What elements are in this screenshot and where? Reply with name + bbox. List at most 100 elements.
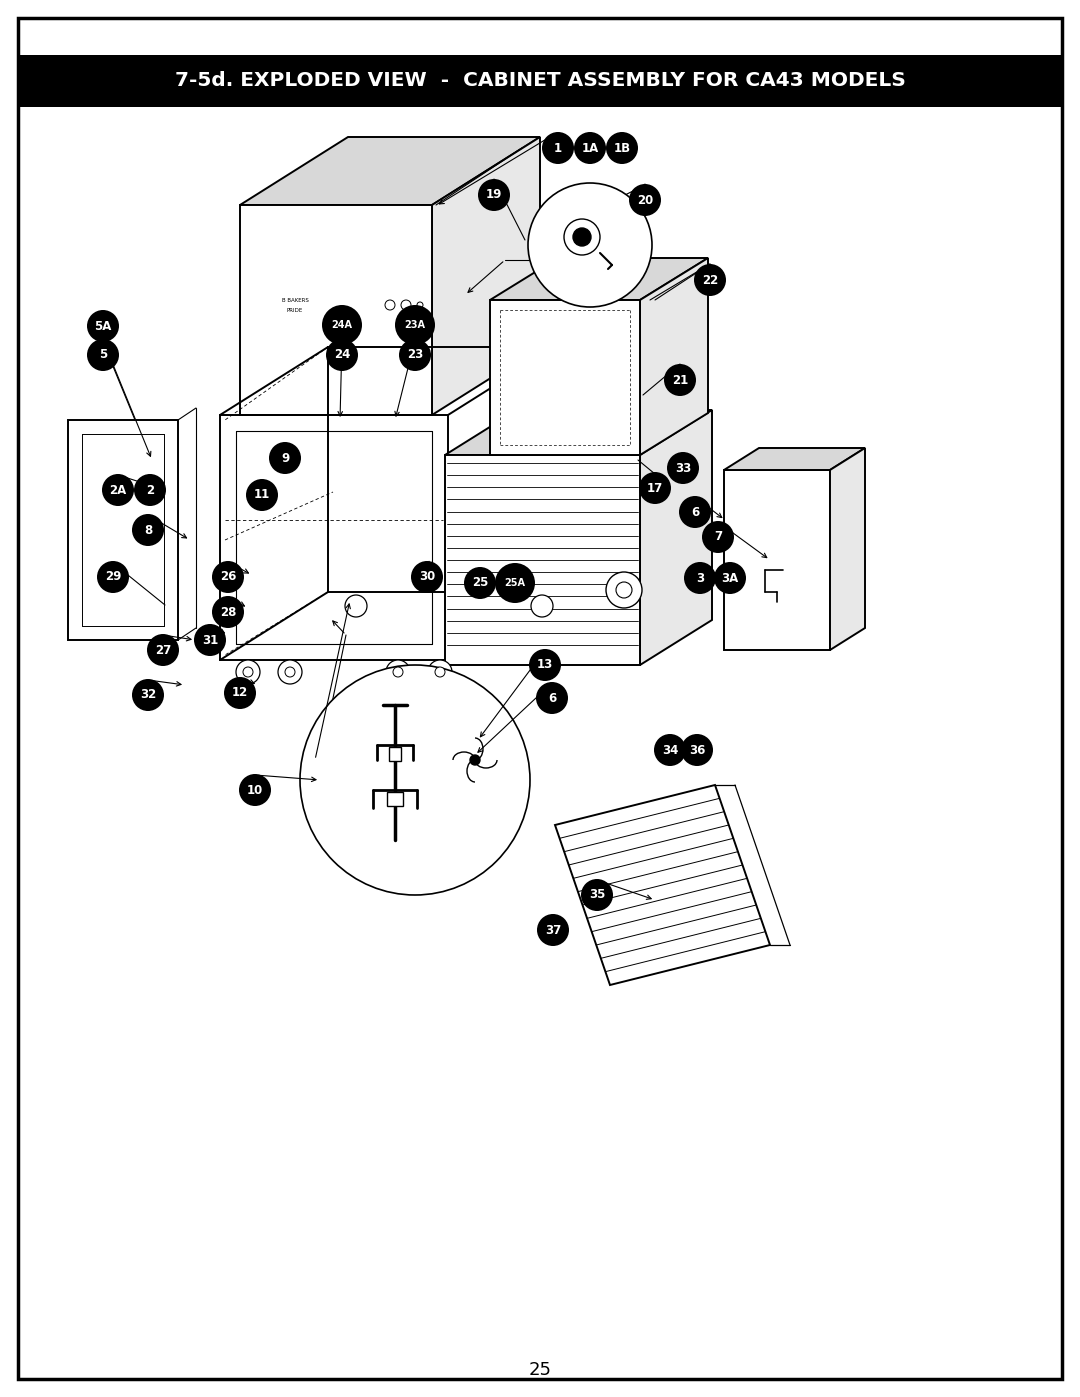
Circle shape bbox=[679, 496, 711, 528]
Text: 3: 3 bbox=[696, 571, 704, 584]
Circle shape bbox=[694, 264, 726, 296]
Text: 6: 6 bbox=[691, 506, 699, 518]
Text: 31: 31 bbox=[202, 633, 218, 647]
Circle shape bbox=[285, 666, 295, 678]
Text: 7-5d. EXPLODED VIEW  -  CABINET ASSEMBLY FOR CA43 MODELS: 7-5d. EXPLODED VIEW - CABINET ASSEMBLY F… bbox=[175, 71, 905, 91]
Circle shape bbox=[147, 634, 179, 666]
Circle shape bbox=[269, 441, 301, 474]
Text: 35: 35 bbox=[589, 888, 605, 901]
Circle shape bbox=[581, 879, 613, 911]
Polygon shape bbox=[490, 258, 708, 300]
Text: 24: 24 bbox=[334, 348, 350, 362]
Circle shape bbox=[495, 563, 535, 604]
Circle shape bbox=[470, 754, 480, 766]
Text: 20: 20 bbox=[637, 194, 653, 207]
Circle shape bbox=[573, 131, 606, 163]
Circle shape bbox=[395, 305, 435, 345]
Polygon shape bbox=[640, 409, 712, 665]
Text: 28: 28 bbox=[220, 605, 237, 619]
Polygon shape bbox=[445, 455, 640, 665]
Text: 29: 29 bbox=[105, 570, 121, 584]
Polygon shape bbox=[445, 409, 712, 455]
Circle shape bbox=[411, 562, 443, 592]
Circle shape bbox=[322, 305, 362, 345]
Text: 10: 10 bbox=[247, 784, 264, 796]
Circle shape bbox=[664, 365, 696, 395]
Circle shape bbox=[667, 453, 699, 483]
Polygon shape bbox=[724, 469, 831, 650]
Text: 21: 21 bbox=[672, 373, 688, 387]
Polygon shape bbox=[240, 137, 540, 205]
Text: 22: 22 bbox=[702, 274, 718, 286]
Circle shape bbox=[212, 562, 244, 592]
Text: 11: 11 bbox=[254, 489, 270, 502]
Text: 33: 33 bbox=[675, 461, 691, 475]
Circle shape bbox=[536, 682, 568, 714]
Circle shape bbox=[132, 514, 164, 546]
Circle shape bbox=[243, 666, 253, 678]
Circle shape bbox=[97, 562, 129, 592]
Circle shape bbox=[478, 179, 510, 211]
Text: 8: 8 bbox=[144, 524, 152, 536]
Text: PRIDE: PRIDE bbox=[287, 307, 303, 313]
Text: 3A: 3A bbox=[721, 571, 739, 584]
Text: 1B: 1B bbox=[613, 141, 631, 155]
Circle shape bbox=[528, 183, 652, 307]
Circle shape bbox=[428, 659, 453, 685]
Circle shape bbox=[345, 595, 367, 617]
Circle shape bbox=[542, 131, 573, 163]
Text: 25: 25 bbox=[528, 1361, 552, 1379]
Text: 34: 34 bbox=[662, 743, 678, 757]
Circle shape bbox=[132, 679, 164, 711]
Circle shape bbox=[639, 472, 671, 504]
Bar bbox=[18, 54, 1062, 108]
Circle shape bbox=[606, 131, 638, 163]
Polygon shape bbox=[490, 300, 640, 455]
Circle shape bbox=[386, 659, 410, 685]
Text: 30: 30 bbox=[419, 570, 435, 584]
Polygon shape bbox=[68, 420, 178, 640]
Text: 9: 9 bbox=[281, 451, 289, 464]
Text: 7: 7 bbox=[714, 531, 723, 543]
Text: 23: 23 bbox=[407, 348, 423, 362]
Circle shape bbox=[239, 774, 271, 806]
Text: 12: 12 bbox=[232, 686, 248, 700]
Circle shape bbox=[278, 659, 302, 685]
Circle shape bbox=[435, 666, 445, 678]
Circle shape bbox=[237, 659, 260, 685]
Circle shape bbox=[606, 571, 642, 608]
Circle shape bbox=[714, 562, 746, 594]
Text: 24A: 24A bbox=[332, 320, 352, 330]
Text: 2A: 2A bbox=[109, 483, 126, 496]
Text: 27: 27 bbox=[154, 644, 171, 657]
Circle shape bbox=[573, 228, 591, 246]
Circle shape bbox=[87, 339, 119, 372]
Bar bbox=[387, 792, 403, 806]
Circle shape bbox=[531, 595, 553, 617]
Circle shape bbox=[134, 474, 166, 506]
Polygon shape bbox=[831, 448, 865, 650]
Circle shape bbox=[616, 583, 632, 598]
Circle shape bbox=[326, 339, 357, 372]
Text: 1: 1 bbox=[554, 141, 562, 155]
Circle shape bbox=[464, 567, 496, 599]
Circle shape bbox=[246, 479, 278, 511]
Text: 13: 13 bbox=[537, 658, 553, 672]
Circle shape bbox=[681, 733, 713, 766]
Text: 6: 6 bbox=[548, 692, 556, 704]
Circle shape bbox=[702, 521, 734, 553]
Circle shape bbox=[654, 733, 686, 766]
Circle shape bbox=[102, 474, 134, 506]
Text: 17: 17 bbox=[647, 482, 663, 495]
Circle shape bbox=[529, 650, 561, 680]
Polygon shape bbox=[432, 137, 540, 415]
Text: B BAKERS: B BAKERS bbox=[282, 298, 309, 303]
Circle shape bbox=[224, 678, 256, 710]
Polygon shape bbox=[240, 205, 432, 415]
Circle shape bbox=[194, 624, 226, 657]
Text: 5A: 5A bbox=[94, 320, 111, 332]
Circle shape bbox=[87, 310, 119, 342]
Polygon shape bbox=[640, 258, 708, 455]
Text: 5: 5 bbox=[99, 348, 107, 362]
Circle shape bbox=[399, 339, 431, 372]
